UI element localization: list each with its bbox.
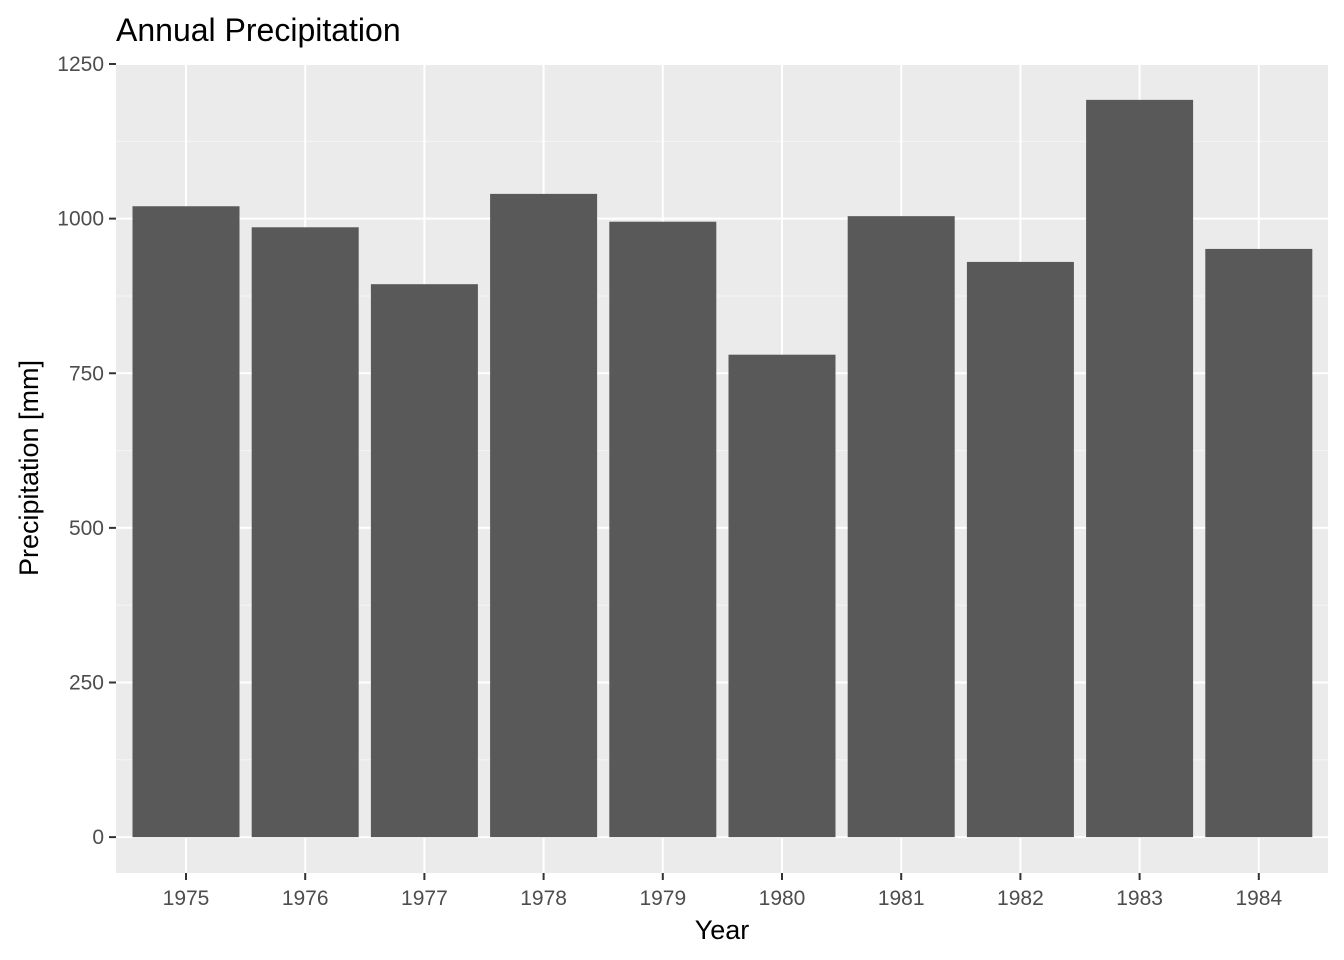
y-tick-label: 500 [69,517,104,540]
x-tick-label: 1978 [520,887,567,910]
x-axis-title: Year [695,915,750,945]
bar-1983 [1086,99,1194,838]
y-tick-label: 250 [69,672,104,695]
bar-1977 [370,284,478,838]
bar-1979 [609,221,717,838]
bar-1982 [966,261,1074,838]
y-axis: 0 250 500 750 1000 1250 [57,53,116,849]
y-tick-label: 1250 [57,53,104,76]
bar-1978 [490,193,598,838]
x-tick-label: 1979 [639,887,686,910]
x-tick-label: 1980 [759,887,806,910]
x-tick-label: 1977 [401,887,448,910]
bar-1981 [847,216,955,838]
y-axis-title: Precipitation [mm] [14,360,44,576]
x-tick-label: 1983 [1116,887,1163,910]
y-tick-label: 750 [69,362,104,385]
y-tick-label: 1000 [57,208,104,231]
bar-1984 [1205,248,1313,838]
bars [132,99,1313,838]
x-tick-label: 1984 [1235,887,1282,910]
x-tick-label: 1976 [282,887,329,910]
x-tick-label: 1981 [878,887,925,910]
x-axis: 1975 1976 1977 1978 1979 1980 1981 1982 1983 1984 [163,873,1282,910]
x-tick-label: 1982 [997,887,1044,910]
x-tick-label: 1975 [163,887,210,910]
bar-1976 [251,227,359,838]
chart-title: Annual Precipitation [116,12,401,48]
bar-1980 [728,354,836,838]
bar-1975 [132,206,240,838]
y-tick-label: 0 [92,826,104,849]
